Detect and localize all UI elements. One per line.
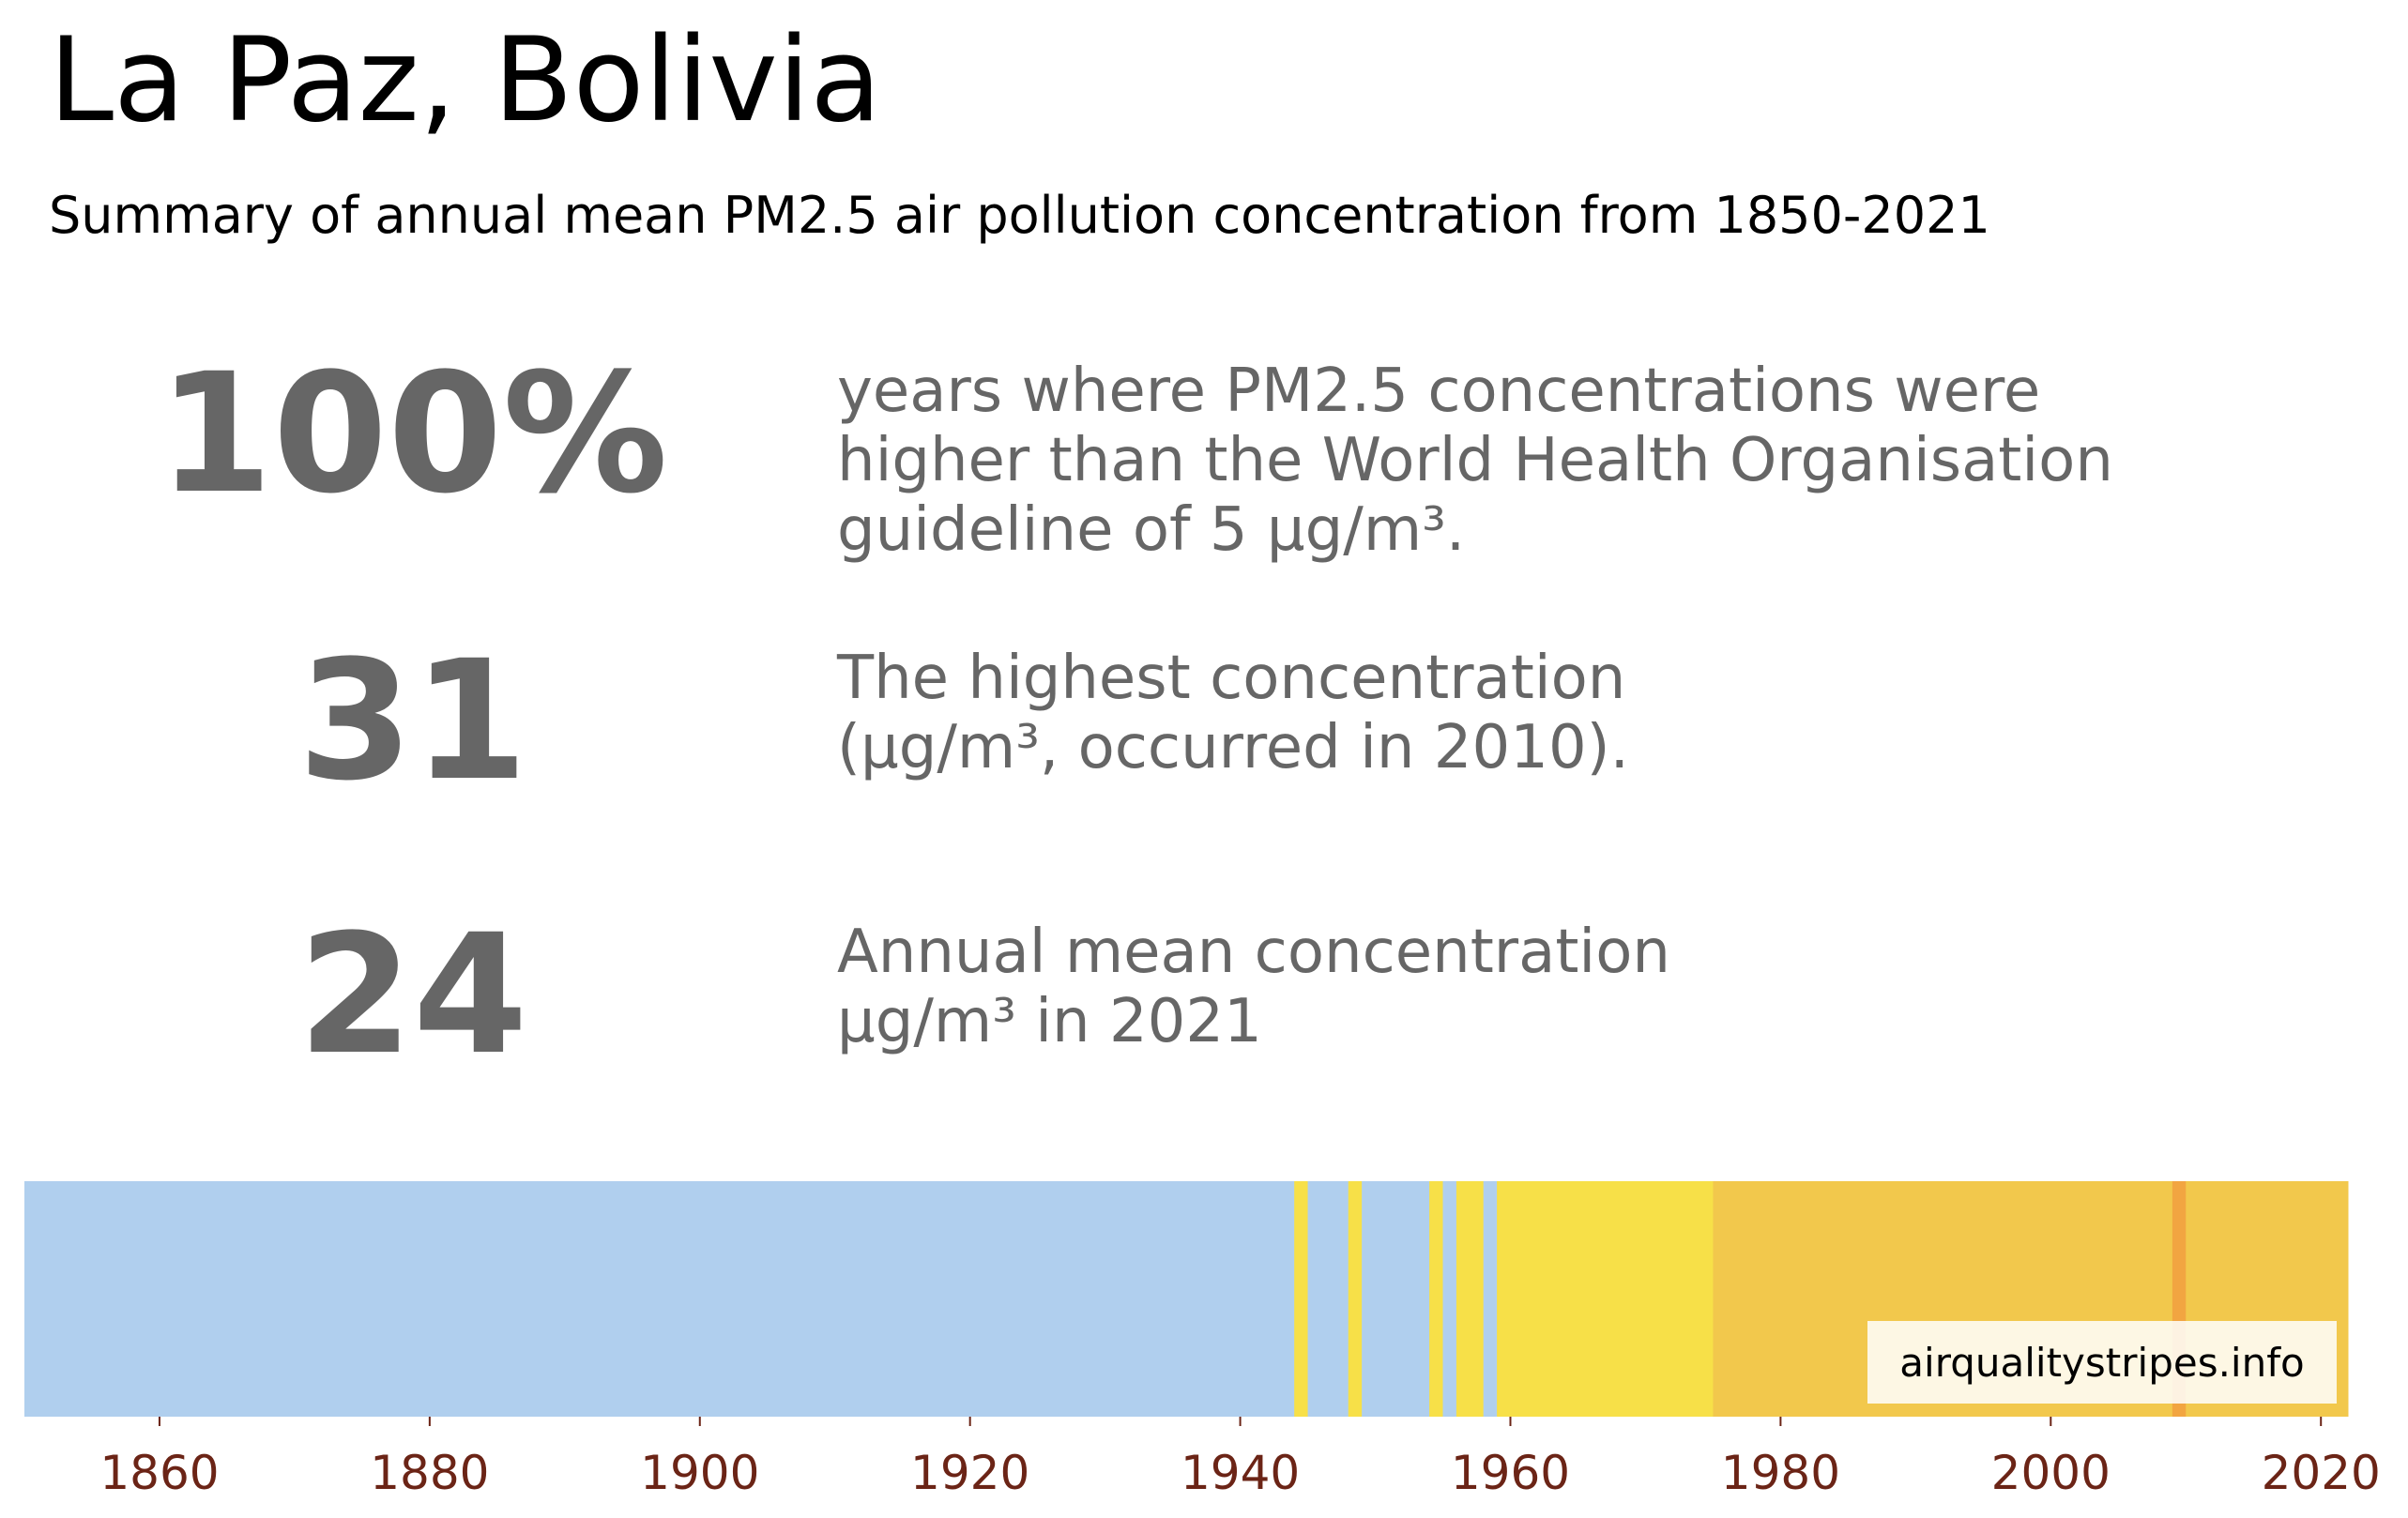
stripe-segment <box>1362 1181 1430 1417</box>
stat-max-description: The highest concentration (µg/m³, occurr… <box>837 644 1629 782</box>
stat-max-value: 31 <box>297 625 528 817</box>
stripe-segment <box>24 1181 1295 1417</box>
x-tick-label: 1880 <box>370 1446 489 1500</box>
credit-label[interactable]: airqualitystripes.info <box>1867 1321 2337 1404</box>
x-tick-label: 1940 <box>1181 1446 1300 1500</box>
stat-percent-description: years where PM2.5 concentrations were hi… <box>837 357 2113 565</box>
x-tick-label: 1960 <box>1451 1446 1570 1500</box>
x-tick-label: 1860 <box>99 1446 219 1500</box>
x-tick-label: 1920 <box>910 1446 1029 1500</box>
x-tick-label: 2000 <box>1991 1446 2111 1500</box>
stripe-segment <box>1442 1181 1457 1417</box>
stripe-segment <box>1348 1181 1363 1417</box>
stat-percent-line: guideline of 5 µg/m³. <box>837 495 1466 565</box>
stat-percent-line: higher than the World Health Organisatio… <box>837 426 2113 495</box>
stripe-segment <box>1429 1181 1444 1417</box>
stat-latest-value: 24 <box>297 899 528 1091</box>
page-title: La Paz, Bolivia <box>49 13 882 148</box>
x-tick-label: 2020 <box>2262 1446 2381 1500</box>
stripe-segment <box>1294 1181 1309 1417</box>
stat-max-line: (µg/m³, occurred in 2010). <box>837 713 1629 782</box>
x-tick-label: 1900 <box>640 1446 759 1500</box>
tick-group: 1860 1880 1900 1920 1940 1960 1980 2000 2020 <box>99 1417 2381 1500</box>
stat-percent-value: 100% <box>158 338 668 530</box>
x-tick-label: 1980 <box>1721 1446 1840 1500</box>
stripe-segment <box>1483 1181 1498 1417</box>
stat-latest-description: Annual mean concentration µg/m³ in 2021 <box>837 918 1670 1056</box>
stat-percent-line: years where PM2.5 concentrations were <box>837 357 2041 426</box>
stat-max-line: The highest concentration <box>837 644 1626 713</box>
stat-latest-line: µg/m³ in 2021 <box>837 987 1262 1056</box>
stripe-segment <box>1307 1181 1349 1417</box>
stripe-segment <box>1455 1181 1485 1417</box>
stripe-segment <box>1497 1181 1714 1417</box>
page-subtitle: Summary of annual mean PM2.5 air polluti… <box>49 186 1990 245</box>
stat-latest-line: Annual mean concentration <box>837 918 1670 987</box>
